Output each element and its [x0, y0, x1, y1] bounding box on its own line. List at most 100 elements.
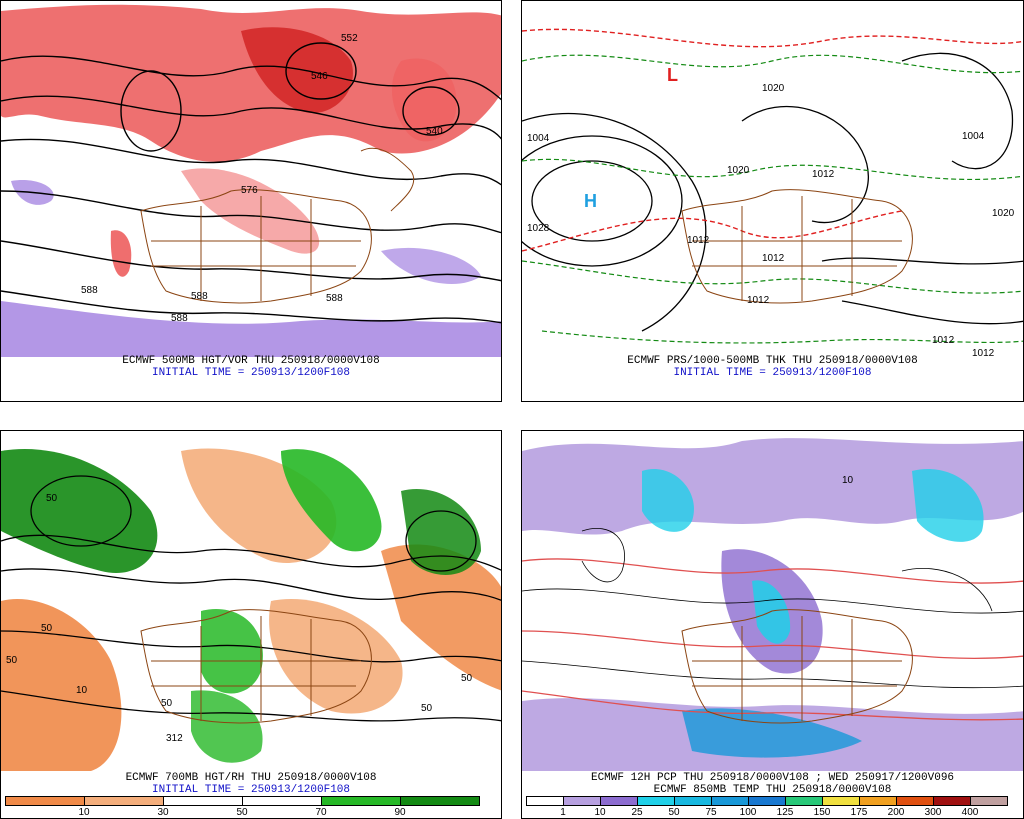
coastlines	[681, 189, 913, 304]
contour-label: 588	[191, 291, 208, 302]
colorbar-swatch	[526, 796, 564, 806]
colorbar-swatch	[970, 796, 1008, 806]
moist-area	[191, 690, 263, 763]
initial-time: INITIAL TIME = 250913/1200F108	[151, 367, 351, 379]
colorbar-label: 70	[315, 807, 327, 818]
dry-area	[381, 544, 501, 691]
contour-label: 576	[241, 185, 258, 196]
colorbar-label: 10	[78, 807, 90, 818]
colorbar-label: 400	[961, 807, 979, 818]
contour-label: 50	[421, 703, 433, 714]
negative-vorticity	[1, 301, 501, 357]
colorbar-label: 1	[560, 807, 566, 818]
colorbar-swatch	[84, 796, 164, 806]
isobar-label: 1004	[527, 133, 550, 144]
colorbar-swatch	[563, 796, 601, 806]
colorbar-label: 200	[887, 807, 905, 818]
coastlines	[140, 147, 414, 304]
panel-title: ECMWF PRS/1000-500MB THK THU 250918/0000…	[627, 355, 918, 367]
moist-area	[281, 449, 382, 552]
colorbar-label: 75	[705, 807, 717, 818]
colorbar-swatch	[822, 796, 860, 806]
isobar-label: 1020	[762, 83, 785, 94]
map-700mb: 50 50 50 10 50 312 50 50	[1, 431, 501, 771]
contour-label: 588	[326, 293, 343, 304]
colorbar-label: 150	[813, 807, 831, 818]
colorbar-label: 25	[631, 807, 643, 818]
isobar-label: 1012	[812, 169, 835, 180]
isobar-label: 1012	[687, 235, 710, 246]
colorbar-label: 50	[236, 807, 248, 818]
high-pressure-center: H	[584, 191, 597, 211]
colorbar-swatch	[5, 796, 85, 806]
colorbar-label: 30	[157, 807, 169, 818]
isobar-label: 1004	[962, 131, 985, 142]
temp-contours-warm	[522, 558, 1023, 721]
colorbar: 10 30 50 70 90	[5, 796, 483, 818]
colorbar-swatch	[785, 796, 823, 806]
colorbar: 1 10 25 50 75 100 125 150 175 200 300 40…	[526, 796, 1020, 818]
contour-label: 588	[171, 313, 188, 324]
panel-700mb-hgt-rh: 50 50 50 10 50 312 50 50 ECMWF 700MB HGT…	[0, 430, 502, 819]
map-prs-thickness: 1004 1028 1020 1020 1012 1012 1012 1012 …	[522, 1, 1023, 357]
panel-12h-pcp-850mb-temp: 10 ECMWF 12H PCP THU 250918/0000V108 ; W…	[521, 430, 1024, 819]
isobar-label: 1012	[762, 253, 785, 264]
panel-subtitle: ECMWF 850MB TEMP THU 250918/0000V108	[653, 784, 892, 796]
isobar-label: 1020	[727, 165, 750, 176]
panel-prs-thickness: 1004 1028 1020 1020 1012 1012 1012 1012 …	[521, 0, 1024, 402]
dry-area	[1, 599, 122, 771]
isobar-label: 1028	[527, 223, 550, 234]
dry-area	[269, 599, 403, 714]
colorbar-swatch	[163, 796, 243, 806]
contour-label: 546	[311, 71, 328, 82]
moist-area	[201, 609, 263, 694]
map-pcp-850: 10	[522, 431, 1023, 771]
initial-time: INITIAL TIME = 250913/1200F108	[673, 367, 872, 379]
moist-area	[401, 489, 481, 575]
precip-area	[752, 580, 791, 644]
vorticity-band	[241, 27, 353, 113]
coastlines	[681, 609, 913, 724]
isobar-label: 1020	[992, 208, 1015, 219]
colorbar-label: 175	[850, 807, 868, 818]
contour-label: 50	[41, 623, 53, 634]
moist-area	[1, 449, 158, 573]
precip-area	[912, 469, 984, 542]
contour-label: 588	[81, 285, 98, 296]
vorticity-band	[110, 230, 132, 277]
panel-500mb-hgt-vor: 552 546 540 576 588 588 588 588 ECMWF 50…	[0, 0, 502, 402]
contour-label: 10	[76, 685, 88, 696]
colorbar-swatch	[748, 796, 786, 806]
low-pressure-center: L	[667, 65, 678, 85]
contour-label: 50	[6, 655, 18, 666]
height-contours	[1, 475, 501, 722]
colorbar-swatch	[711, 796, 749, 806]
colorbar-swatch	[637, 796, 675, 806]
colorbar-label: 100	[739, 807, 757, 818]
colorbar-swatch	[896, 796, 934, 806]
contour-label: 50	[161, 698, 173, 709]
colorbar-label: 10	[594, 807, 606, 818]
thickness-lines	[522, 54, 1023, 344]
colorbar-swatch	[859, 796, 897, 806]
map-500mb: 552 546 540 576 588 588 588 588	[1, 1, 501, 357]
colorbar-swatch	[321, 796, 401, 806]
coastlines	[140, 609, 372, 724]
vorticity-band	[1, 4, 501, 162]
isobars	[522, 52, 1023, 332]
colorbar-label: 125	[776, 807, 794, 818]
isobar-label: 1012	[972, 348, 995, 357]
contour-label: 50	[461, 673, 473, 684]
colorbar-swatch	[400, 796, 480, 806]
colorbar-swatch	[600, 796, 638, 806]
temp-contours	[522, 528, 1023, 689]
height-contours	[1, 42, 501, 324]
colorbar-swatch	[933, 796, 971, 806]
isobar-label: 1012	[932, 335, 955, 346]
isobar-label: 1012	[747, 295, 770, 306]
colorbar-swatch	[242, 796, 322, 806]
colorbar-label: 300	[924, 807, 942, 818]
panel-title: ECMWF 500MB HGT/VOR THU 250918/0000V108	[122, 355, 380, 367]
contour-label: 312	[166, 733, 183, 744]
panel-title: ECMWF 700MB HGT/RH THU 250918/0000V108	[125, 772, 377, 784]
